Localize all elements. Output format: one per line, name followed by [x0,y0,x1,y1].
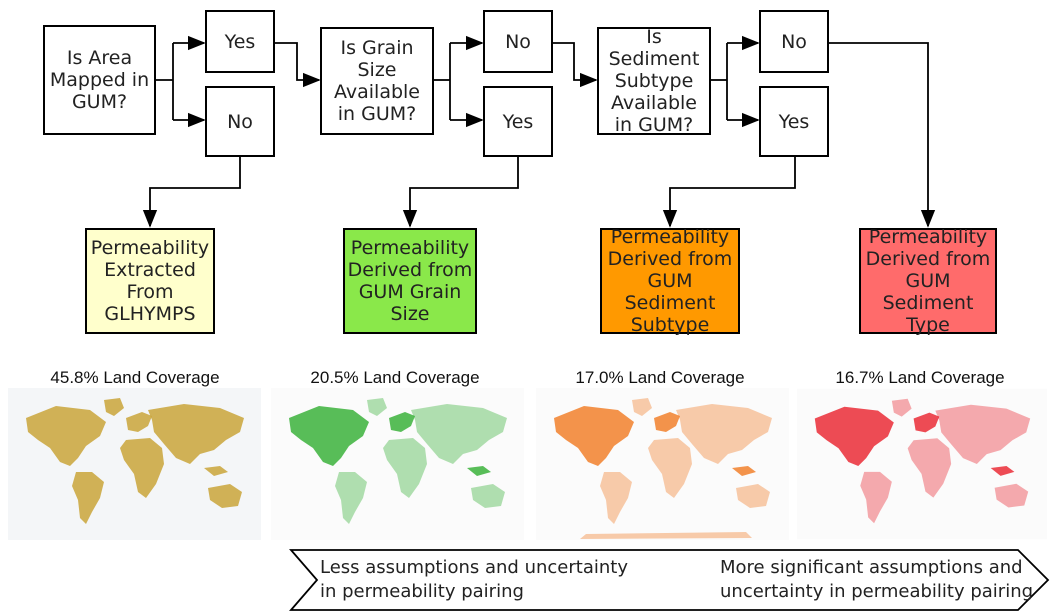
map-title-glhymps: 45.8% Land Coverage [10,368,260,388]
world-map-sediment-type [797,388,1047,540]
map-title-sediment-type: 16.7% Land Coverage [795,368,1045,388]
question-grain-size: Is Grain Size Available in GUM? [320,27,434,135]
answer-q2-yes: Yes [483,86,553,157]
answer-q2-no: No [483,10,553,73]
answer-q1-yes: Yes [205,10,275,73]
scale-label-more: More significant assumptions and uncerta… [720,556,1033,604]
outcome-grain-size: Permeability Derived from GUM Grain Size [343,228,477,334]
outcome-glhymps: Permeability Extracted From GLHYMPS [85,228,215,334]
world-map-sediment-subtype [535,388,790,540]
outcome-sediment-type: Permeability Derived from GUM Sediment T… [859,228,997,334]
world-map-glhymps [8,388,261,540]
answer-q1-no: No [205,86,275,157]
scale-label-less: Less assumptions and uncertainty in perm… [320,556,628,604]
question-sediment-subtype: Is Sediment Subtype Available in GUM? [597,27,711,135]
map-title-sediment-subtype: 17.0% Land Coverage [535,368,785,388]
answer-q3-no: No [759,10,829,73]
map-title-grain-size: 20.5% Land Coverage [265,368,525,388]
outcome-sediment-subtype: Permeability Derived from GUM Sediment S… [600,228,740,334]
question-area-mapped: Is Area Mapped in GUM? [43,25,156,135]
world-map-grain-size [270,388,525,540]
answer-q3-yes: Yes [759,86,829,157]
